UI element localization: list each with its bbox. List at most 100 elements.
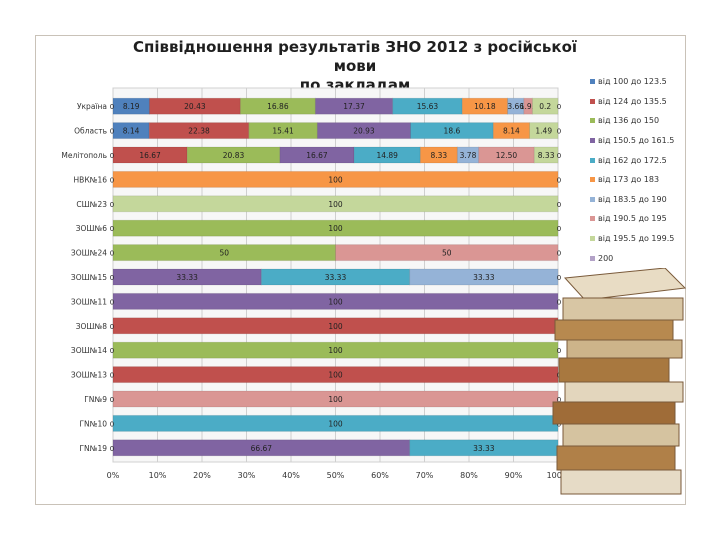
legend-item: 200 — [590, 248, 690, 268]
data-label: 0 — [110, 298, 114, 306]
data-label: 3.78 — [460, 151, 477, 160]
category-label: ЗОШ№6 — [76, 224, 108, 233]
data-label: 0 — [557, 274, 561, 282]
data-label: 10.18 — [474, 102, 496, 111]
data-label: 0 — [557, 128, 561, 136]
data-label: 8.33 — [538, 151, 555, 160]
legend-item: від 124 до 135.5 — [590, 92, 690, 112]
legend-swatch — [590, 157, 595, 163]
bar-segment — [112, 390, 559, 408]
data-label: 0 — [557, 103, 561, 111]
x-tick-label: 60% — [371, 471, 389, 480]
bar-segment — [112, 341, 559, 359]
legend-swatch — [590, 255, 595, 261]
data-label: 100 — [328, 371, 343, 380]
data-label: 0 — [110, 372, 114, 380]
category-label: Україна — [77, 102, 107, 111]
data-label: 20.93 — [353, 127, 375, 136]
legend-swatch — [590, 118, 595, 124]
data-label: 100 — [328, 346, 343, 355]
data-label: 17.37 — [343, 102, 365, 111]
data-label: 18.6 — [444, 127, 461, 136]
bar-segment — [112, 195, 559, 213]
legend-item: від 195.5 до 199.5 — [590, 229, 690, 249]
data-label: 0 — [110, 323, 114, 331]
category-label: ЗОШ№14 — [71, 346, 107, 355]
data-label: 0 — [110, 274, 114, 282]
legend-item: від 100 до 123.5 — [590, 72, 690, 92]
legend-label: від 183.5 до 190 — [598, 194, 667, 204]
data-label: 33.33 — [176, 273, 198, 282]
data-label: 33.33 — [473, 273, 495, 282]
legend-item: від 162 до 172.5 — [590, 150, 690, 170]
legend-label: 200 — [598, 253, 614, 263]
legend-label: від 100 до 123.5 — [598, 77, 667, 87]
category-label: Область — [74, 127, 107, 136]
data-label: 100 — [328, 297, 343, 306]
bar-segment — [316, 122, 412, 140]
x-tick-label: 40% — [282, 471, 300, 480]
data-label: 0 — [557, 225, 561, 233]
legend-item: від 183.5 до 190 — [590, 190, 690, 210]
bar-segment — [529, 122, 559, 140]
bar-segment — [112, 170, 559, 188]
x-tick-label: 20% — [193, 471, 211, 480]
bar-segment — [112, 122, 150, 140]
data-label: 0 — [557, 201, 561, 209]
x-tick-label: 50% — [327, 471, 345, 480]
data-label: 8.14 — [123, 127, 140, 136]
chart-legend: від 100 до 123.5 від 124 до 135.5 від 136 … — [590, 72, 690, 268]
data-label: 0 — [110, 103, 114, 111]
data-label: 0 — [557, 176, 561, 184]
bar-segment — [112, 219, 559, 237]
data-label: 0 — [557, 347, 561, 355]
data-label: 100 — [328, 175, 343, 184]
data-label: 0 — [110, 396, 114, 404]
data-label: 100 — [328, 395, 343, 404]
legend-swatch — [590, 236, 595, 242]
data-label: 0 — [557, 298, 561, 306]
legend-label: від 173 до 183 — [598, 175, 660, 185]
data-label: 0 — [110, 152, 114, 160]
data-label: 15.41 — [272, 127, 294, 136]
data-label: 33.33 — [325, 273, 347, 282]
legend-item: від 150.5 до 161.5 — [590, 131, 690, 151]
bar-segment — [335, 244, 559, 262]
x-tick-label: 10% — [149, 471, 167, 480]
category-label: ГN№9 — [84, 395, 107, 404]
data-label: 50 — [442, 249, 452, 258]
data-label: 0 — [557, 250, 561, 258]
data-label: 100 — [328, 200, 343, 209]
category-label: НВК№16 — [74, 175, 108, 184]
data-label: 66.67 — [251, 444, 273, 453]
legend-swatch — [590, 177, 595, 183]
data-label: 0 — [110, 201, 114, 209]
data-label: 0.2 — [539, 102, 551, 111]
data-label: 14.89 — [376, 151, 398, 160]
bar-segment — [112, 366, 559, 384]
data-label: 0 — [110, 347, 114, 355]
bar-segment — [112, 292, 559, 310]
legend-label: від 124 до 135.5 — [598, 96, 667, 106]
bar-segment — [531, 97, 559, 115]
data-label: 1.93 — [520, 102, 537, 111]
legend-item: від 173 до 183 — [590, 170, 690, 190]
chart-title-line-1: Співвідношення результатів ЗНО 2012 з ро… — [132, 38, 578, 75]
data-label: 33.33 — [473, 444, 495, 453]
data-label: 0 — [110, 420, 114, 428]
books-illustration-icon — [552, 268, 687, 495]
legend-swatch — [590, 98, 595, 104]
data-label: 0 — [110, 250, 114, 258]
data-label: 0 — [110, 128, 114, 136]
bar-segment — [409, 268, 559, 286]
data-label: 100 — [328, 322, 343, 331]
category-label: ЗОШ№8 — [76, 322, 108, 331]
legend-label: від 195.5 до 199.5 — [598, 234, 675, 244]
category-label: ГN№10 — [79, 419, 107, 428]
data-label: 20.83 — [223, 151, 245, 160]
data-label: 0 — [110, 225, 114, 233]
data-label: 1.49 — [535, 127, 552, 136]
legend-swatch — [590, 216, 595, 222]
data-label: 100 — [328, 419, 343, 428]
